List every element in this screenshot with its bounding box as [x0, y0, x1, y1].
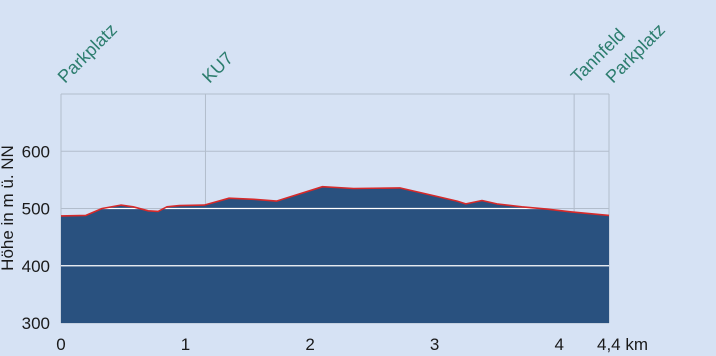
x-tick-label-5: 4,4 km: [597, 335, 648, 354]
x-axis-ticks: 0 1 2 3 4 4,4 km: [56, 335, 648, 354]
x-tick-label-2: 2: [305, 335, 314, 354]
waypoint-label-0: Parkplatz: [54, 20, 121, 87]
y-tick-label-600: 600: [22, 142, 50, 161]
x-tick-label-4: 4: [554, 335, 563, 354]
x-tick-label-3: 3: [430, 335, 439, 354]
y-axis-label: Höhe in m ü. NN: [0, 145, 17, 271]
elevation-profile-line: [60, 185, 610, 217]
x-tick-label-0: 0: [56, 335, 65, 354]
waypoint-label-1: KU7: [198, 48, 237, 87]
x-tick-label-1: 1: [181, 335, 190, 354]
line-layer: [60, 185, 610, 217]
y-tick-label-500: 500: [22, 200, 50, 219]
y-tick-label-400: 400: [22, 257, 50, 276]
y-axis-ticks: 300 400 500 600: [22, 142, 50, 333]
y-tick-label-300: 300: [22, 314, 50, 333]
elevation-area: [61, 186, 609, 323]
area-layer: [61, 186, 609, 323]
